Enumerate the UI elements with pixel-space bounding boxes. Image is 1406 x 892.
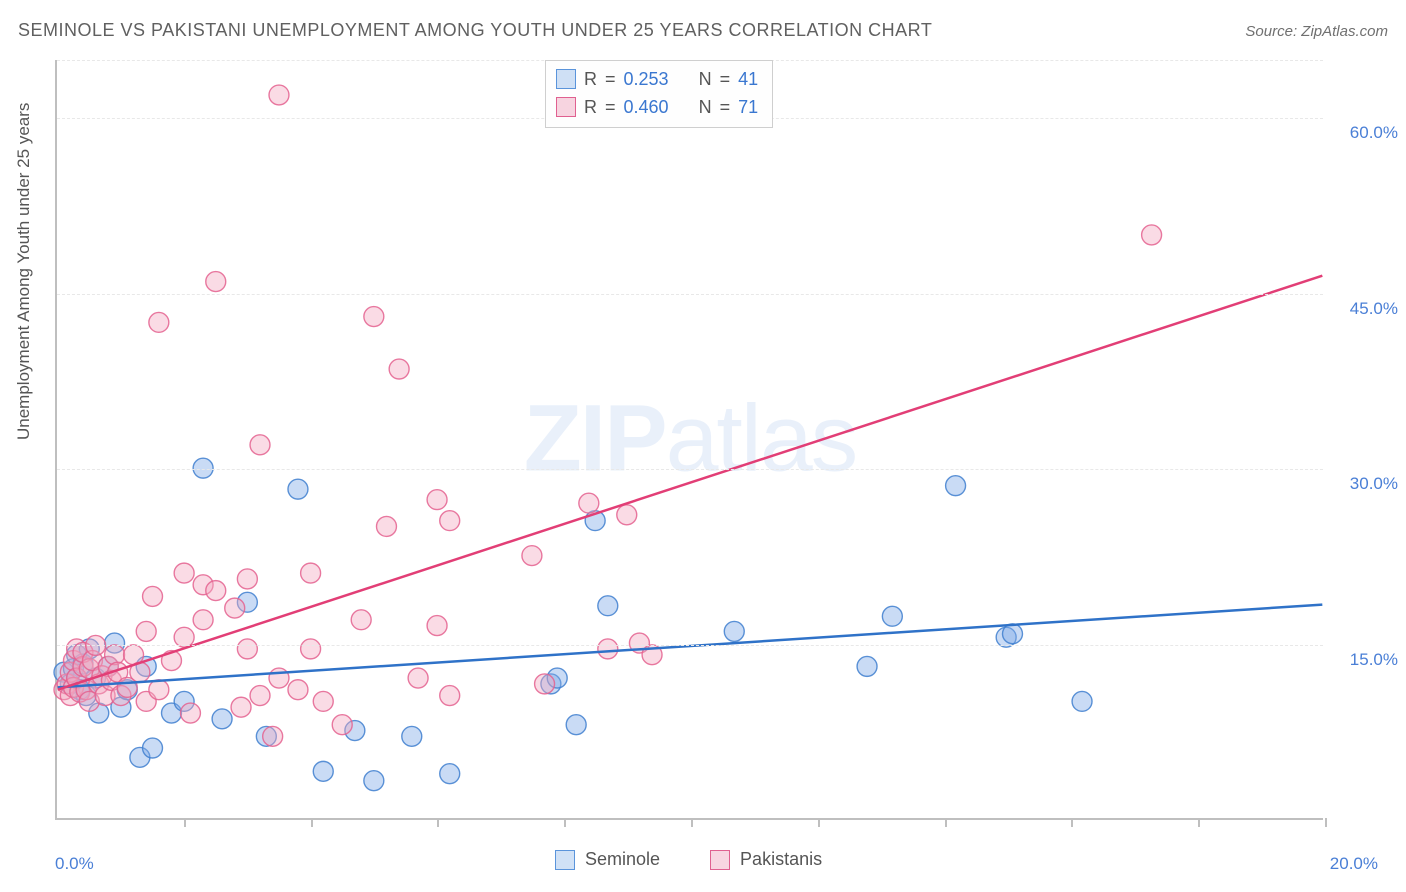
y-tick-label: 15.0% <box>1350 650 1398 670</box>
y-tick-label: 45.0% <box>1350 299 1398 319</box>
legend-item-seminole: Seminole <box>555 849 660 870</box>
series-legend: Seminole Pakistanis <box>555 849 822 870</box>
swatch-pink-icon <box>710 850 730 870</box>
stats-row-pakistanis: R = 0.460 N = 71 <box>556 93 758 121</box>
chart-title: SEMINOLE VS PAKISTANI UNEMPLOYMENT AMONG… <box>18 20 932 41</box>
legend-item-pakistanis: Pakistanis <box>710 849 822 870</box>
stats-legend: R = 0.253 N = 41 R = 0.460 N = 71 <box>545 60 773 128</box>
source-attribution: Source: ZipAtlas.com <box>1245 23 1388 40</box>
y-tick-label: 30.0% <box>1350 474 1398 494</box>
x-axis-end-label: 20.0% <box>1330 854 1378 874</box>
y-axis-label: Unemployment Among Youth under 25 years <box>14 103 34 440</box>
y-tick-label: 60.0% <box>1350 123 1398 143</box>
stats-row-seminole: R = 0.253 N = 41 <box>556 65 758 93</box>
chart-svg <box>57 60 1323 818</box>
x-axis-start-label: 0.0% <box>55 854 94 874</box>
swatch-pink-icon <box>556 97 576 117</box>
swatch-blue-icon <box>555 850 575 870</box>
swatch-blue-icon <box>556 69 576 89</box>
plot-area: ZIPatlas <box>55 60 1323 820</box>
